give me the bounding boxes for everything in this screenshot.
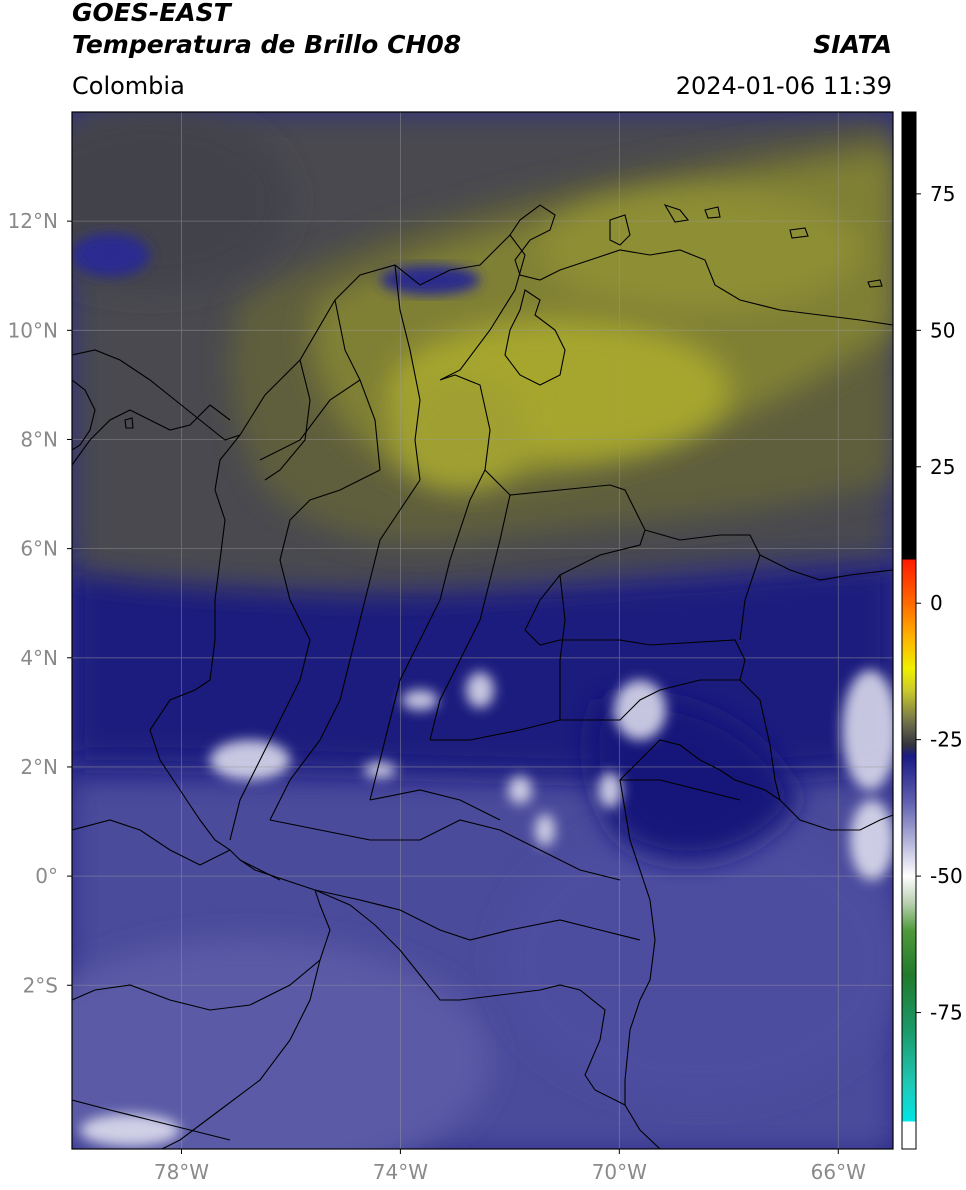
lat-tick-label: 8°N	[20, 427, 58, 451]
colorbar-tick-label: 25	[930, 455, 955, 479]
lat-tick-label: 2°S	[23, 973, 58, 997]
colorbar: 75 50 25 0 -25 -50 -75	[901, 111, 963, 1150]
boundary-lines	[72, 204, 893, 1149]
lon-tick-label: 78°W	[154, 1160, 209, 1184]
lat-tick-label: 2°N	[20, 755, 58, 779]
lat-tick-label: 0°	[35, 864, 58, 888]
map-frame	[71, 111, 894, 1150]
brightness-temperature-imagery	[72, 112, 893, 1149]
lat-tick-label: 6°N	[20, 537, 58, 561]
colorbar-scale	[901, 111, 917, 1150]
gridlines	[72, 112, 893, 1149]
colorbar-tick-label: -25	[930, 728, 963, 752]
latitude-labels: 12°N 10°N 8°N 6°N 4°N 2°N 0° 2°S	[8, 209, 72, 997]
lon-tick-label: 74°W	[373, 1160, 428, 1184]
colorbar-tick-label: -50	[930, 864, 963, 888]
longitude-labels: 78°W 74°W 70°W 66°W	[154, 1149, 866, 1184]
colorbar-tick-label: 0	[930, 591, 943, 615]
lon-tick-label: 66°W	[811, 1160, 866, 1184]
lat-tick-label: 12°N	[8, 209, 58, 233]
colorbar-ticks: 75 50 25 0 -25 -50 -75	[916, 182, 963, 1025]
satellite-title: GOES-EAST	[72, 0, 231, 27]
lat-tick-label: 10°N	[8, 318, 58, 342]
colorbar-tick-label: 75	[930, 182, 955, 206]
region-label: Colombia	[72, 72, 185, 100]
datetime-label: 2024-01-06 11:39	[675, 72, 892, 100]
brand-label: SIATA	[813, 30, 892, 59]
lat-tick-label: 4°N	[20, 646, 58, 670]
colorbar-tick-label: 50	[930, 318, 955, 342]
lon-tick-label: 70°W	[592, 1160, 647, 1184]
colombia-border	[149, 234, 781, 1106]
product-title: Temperatura de Brillo CH08	[72, 30, 462, 59]
colorbar-tick-label: -75	[930, 1001, 963, 1025]
